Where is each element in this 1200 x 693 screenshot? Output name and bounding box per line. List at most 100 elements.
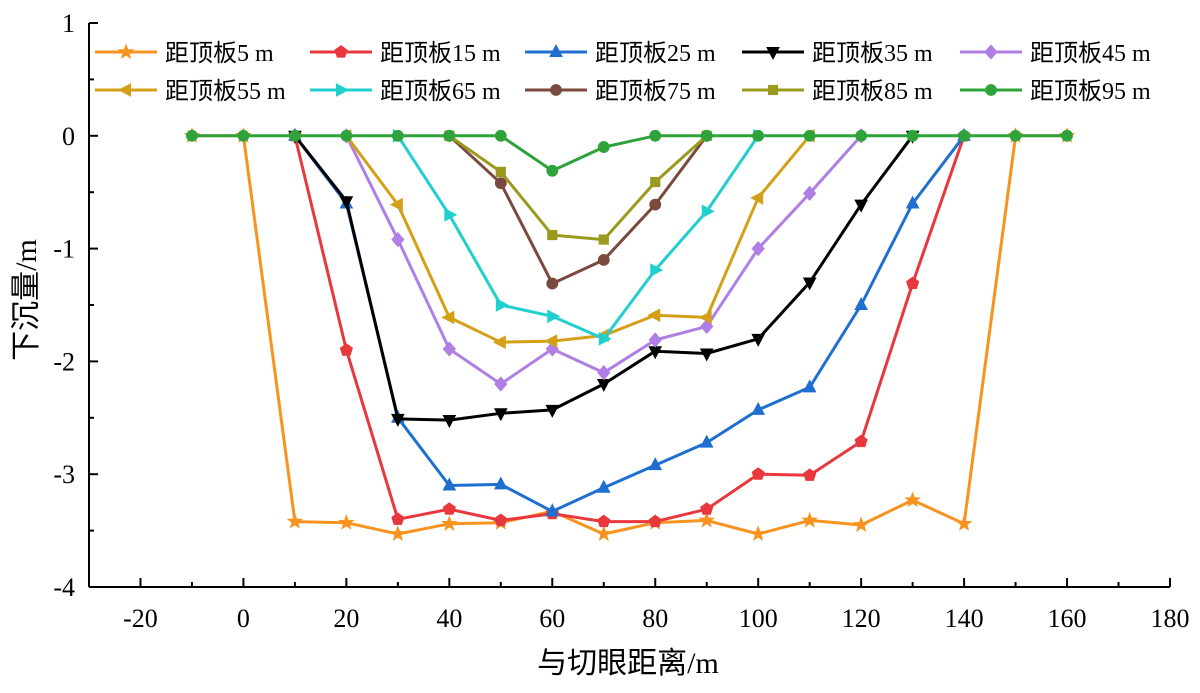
x-tick-label: 100 [739,604,778,633]
data-point [852,516,870,532]
data-point [905,195,920,209]
legend-item-10: 距顶板95 m [960,78,1151,105]
axes: -20 0 20 40 60 80 100 120 140 160 180 1 0 -1 -2 -3 -4 [53,9,1189,633]
x-axis-title: 与切眼距离/m [537,647,719,680]
legend: 距顶板5 m 距顶板15 m 距顶板25 m 距顶板35 m 距顶板45 m 距顶板55 … [95,40,1151,105]
legend-label: 距顶板75 m [595,78,716,105]
data-point [442,415,457,429]
data-point [649,198,662,211]
data-point [802,379,817,393]
x-tick-label: 180 [1151,604,1190,633]
data-point [854,297,868,310]
y-tick-label: -4 [53,573,75,602]
data-point [442,341,456,357]
x-tick-label: 0 [237,604,250,633]
data-point [698,310,712,325]
data-point [442,477,457,491]
y-tick-label: -1 [53,235,75,264]
legend-label: 距顶板15 m [380,40,501,67]
data-point [389,197,403,212]
data-point [442,502,456,515]
series-2 [288,128,971,528]
legend-swatch-marker [766,47,780,60]
data-point [648,457,663,471]
x-tick-label: 120 [842,604,881,633]
series-8 [443,129,713,290]
data-point [391,512,405,525]
data-point [546,164,559,177]
legend-label: 距顶板85 m [812,78,933,105]
data-point [751,333,766,347]
data-point [701,204,715,219]
data-point [493,476,508,490]
legend-label: 距顶板65 m [380,78,501,105]
data-point [749,525,767,541]
legend-label: 距顶板35 m [812,40,933,67]
data-point [289,129,301,142]
data-point [186,129,198,142]
data-point [441,310,455,325]
data-point [647,308,661,322]
legend-item-4: 距顶板35 m [742,40,933,67]
series-4 [288,130,920,429]
legend-swatch-marker [985,84,997,96]
data-point [802,277,817,291]
legend-swatch-marker [984,44,998,60]
data-point [854,434,868,448]
data-point [598,332,612,346]
data-point [700,502,714,515]
series-3 [288,127,971,517]
data-point [904,491,921,508]
data-point [648,514,662,528]
series-line [396,134,760,341]
data-point [955,515,973,531]
data-point [493,408,508,422]
x-tick-label: 40 [436,604,462,633]
series-layer [183,127,1076,541]
x-tick-label: 20 [333,604,359,633]
legend-label: 距顶板55 m [165,78,286,105]
legend-item-9: 距顶板85 m [742,78,933,105]
data-point [597,253,610,266]
x-tick-label: 60 [539,604,565,633]
data-point [803,468,817,481]
legend-swatch-marker [117,43,135,59]
legend-label: 距顶板45 m [1030,40,1151,67]
series-line [448,134,708,286]
data-point [444,207,458,222]
data-point [389,525,407,541]
x-tick-label: 160 [1048,604,1087,633]
legend-swatch-marker [549,44,563,57]
y-tick-label: -3 [53,460,75,489]
legend-item-5: 距顶板45 m [960,40,1151,67]
series-line [293,135,966,524]
data-point [545,404,560,418]
data-point [494,513,508,527]
data-point [494,177,507,190]
x-tick-label: 80 [642,604,668,633]
data-point [597,514,611,528]
legend-label: 距顶板25 m [595,40,716,67]
series-10 [186,129,1073,177]
data-point [495,298,509,312]
data-point [340,129,353,142]
data-point [597,141,610,153]
y-tick-label: -2 [53,347,75,376]
data-point [958,129,970,142]
data-point [803,185,817,201]
legend-item-7: 距顶板65 m [310,78,501,105]
series-line [448,134,708,242]
data-point [494,376,508,392]
legend-item-8: 距顶板75 m [525,78,716,105]
data-point [698,511,715,528]
legend-item-2: 距顶板15 m [310,40,501,67]
data-point [597,365,611,381]
series-line [192,134,1067,536]
legend-item-3: 距顶板25 m [525,40,716,67]
data-point [751,467,765,480]
data-point [443,129,456,142]
data-point [492,335,506,350]
y-tick-label: 1 [62,9,75,38]
